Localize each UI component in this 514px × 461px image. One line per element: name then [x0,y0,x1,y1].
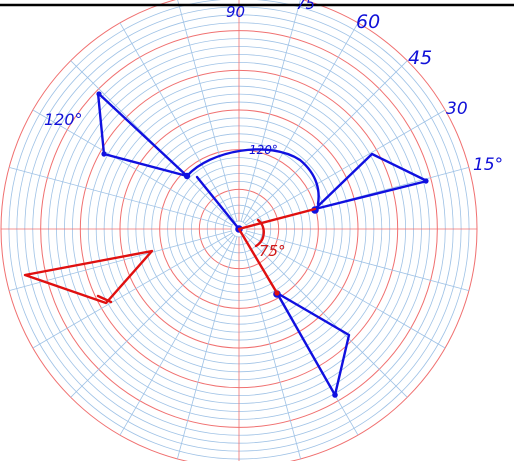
grid-spoke [119,235,236,436]
grid-spoke [70,234,234,398]
label-45: 45 [408,47,432,69]
grid-spoke [244,234,408,398]
grid-spoke [9,230,232,291]
grid-spoke [177,236,238,459]
grid-spoke [245,232,446,349]
dot-triangle-120-top [96,91,102,97]
dot-triangle-lower-bottom [332,392,338,398]
label-30: 30 [446,99,468,119]
grid-spoke [32,109,233,226]
red-ink-drawings [23,207,317,305]
grid-spoke [242,22,359,223]
grid-spoke [240,236,301,459]
ray-to-triangle-120 [195,175,241,231]
dot-triangle-120-apex [183,172,191,180]
blue-ink-drawings [96,91,429,397]
red-dot-lower [274,290,280,296]
label-75: 75 [296,0,315,13]
grid-spoke [119,22,236,223]
grid-spoke [245,109,446,226]
red-triangle-left [23,249,154,305]
polar-grid [0,0,478,461]
dot-triangle-15-tip [423,178,429,184]
label-75-arc: 75° [259,242,286,260]
grid-spoke [244,60,408,224]
red-ray-lower [237,227,279,295]
grid-spoke [32,232,233,349]
grid-spoke [240,0,301,222]
triangle-120-rotated [96,91,189,178]
red-arc-75 [254,218,265,248]
grid-spoke [177,0,238,222]
label-60: 60 [356,11,380,33]
label-15: 15° [473,155,503,175]
red-ray-15 [237,207,317,231]
grid-spoke [246,230,469,291]
triangle-lower-rotated [275,291,351,397]
red-triangle-tail [96,294,113,304]
dot-triangle-120-low [101,151,107,157]
triangle-15-rotated [313,152,429,211]
label-120-arc: 120° [249,143,278,157]
label-120-outer: 120° [44,110,83,129]
grid-spoke [9,167,232,228]
arc-120 [185,148,320,206]
label-90: 90 [226,3,245,21]
